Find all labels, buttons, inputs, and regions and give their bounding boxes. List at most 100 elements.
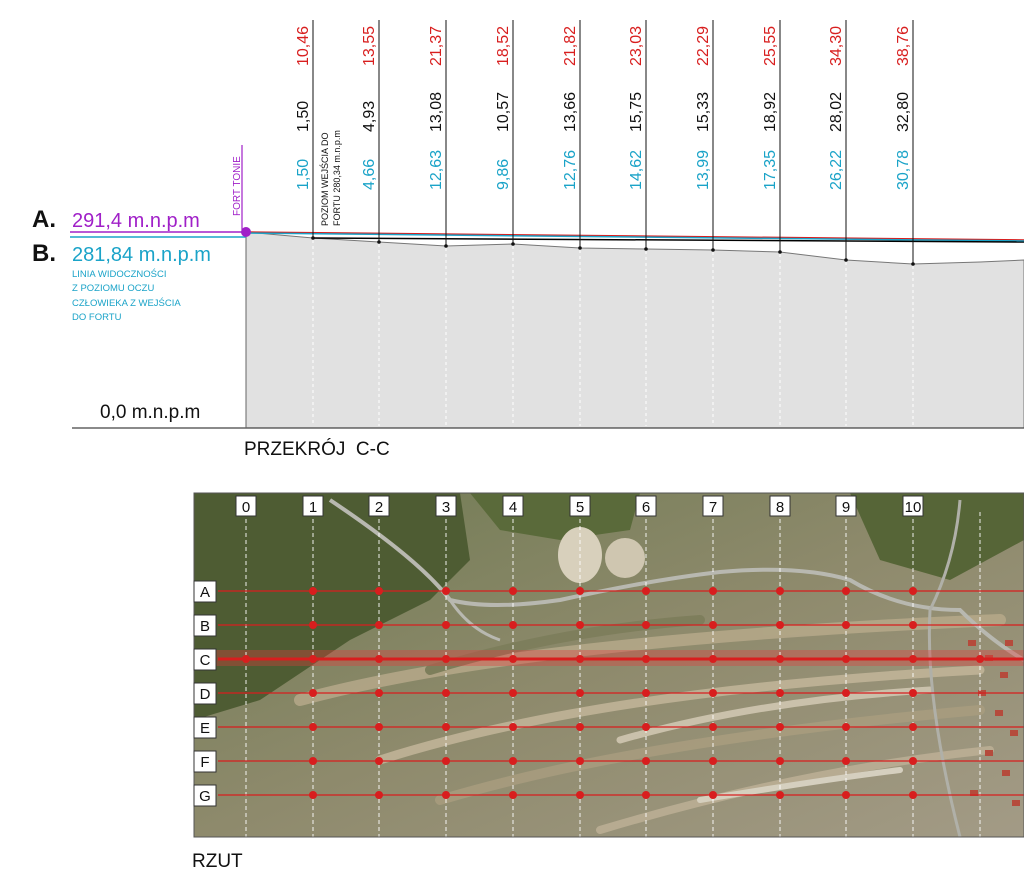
plan-point-D-5 [576, 689, 584, 697]
column-label-5: 5 [576, 499, 584, 516]
plan-point-B-9 [842, 621, 850, 629]
quarry-spot-2 [605, 538, 645, 578]
row-label-F: F [200, 754, 209, 771]
plan-point-F-9 [842, 757, 850, 765]
plan-point-E-9 [842, 723, 850, 731]
column-label-box-5 [569, 495, 591, 517]
level-a-value: 291,4 m.n.p.m [72, 210, 200, 232]
plan-point-D-8 [776, 689, 784, 697]
plan-point-A-4 [509, 587, 517, 595]
station-3-blue-value: 12,63 [428, 150, 445, 190]
plan-point-F-5 [576, 757, 584, 765]
plan-point-B-5 [576, 621, 584, 629]
plan-point-F-2 [375, 757, 383, 765]
plan-point-B-10 [909, 621, 917, 629]
station-4-blue-value: 9,86 [495, 159, 512, 190]
entry-note-line-1: POZIOM WEJŚCIA DO [319, 132, 330, 226]
station-3-red-value: 21,37 [428, 26, 445, 66]
station-ground-point-5 [578, 246, 582, 250]
plan-point-G-5 [576, 791, 584, 799]
station-2-blue-value: 4,66 [361, 159, 378, 190]
station-4-black-value: 10,57 [495, 92, 512, 132]
plan-point-A-10 [909, 587, 917, 595]
station-10-blue-value: 30,78 [895, 150, 912, 190]
plan-point-B-1 [309, 621, 317, 629]
column-label-4: 4 [509, 499, 517, 516]
plan-point-E-5 [576, 723, 584, 731]
station-9-black-value: 28,02 [828, 92, 845, 132]
column-label-8: 8 [776, 499, 784, 516]
station-ground-point-9 [844, 258, 848, 262]
column-label-6: 6 [642, 499, 650, 516]
plan-point-A-3 [442, 587, 450, 595]
plan-point-G-2 [375, 791, 383, 799]
station-5-black-value: 13,66 [562, 92, 579, 132]
station-6-red-value: 23,03 [628, 26, 645, 66]
station-ground-point-4 [511, 242, 515, 246]
row-label-box-D [193, 682, 217, 705]
plan-grid [218, 512, 1024, 837]
plan-point-A-6 [642, 587, 650, 595]
plan-point-A-8 [776, 587, 784, 595]
row-label-box-C [193, 648, 217, 671]
station-7-red-value: 22,29 [695, 26, 712, 66]
row-label-box-B [193, 614, 217, 637]
station-1-blue-value: 1,50 [295, 159, 312, 190]
plan-point-G-8 [776, 791, 784, 799]
plan-point-B-4 [509, 621, 517, 629]
station-7-black-value: 15,33 [695, 92, 712, 132]
plan-point-D-2 [375, 689, 383, 697]
plan-point-E-10 [909, 723, 917, 731]
plan-point-D-4 [509, 689, 517, 697]
plan-point-B-7 [709, 621, 717, 629]
station-7-blue-value: 13,99 [695, 150, 712, 190]
station-ground-point-7 [711, 248, 715, 252]
plan-point-C-0 [242, 655, 250, 663]
column-label-box-6 [635, 495, 657, 517]
plan-point-G-4 [509, 791, 517, 799]
plan-point-G-6 [642, 791, 650, 799]
station-6-blue-value: 14,62 [628, 150, 645, 190]
plan-point-E-6 [642, 723, 650, 731]
plan-point-F-1 [309, 757, 317, 765]
row-label-E: E [200, 720, 210, 737]
station-1-red-value: 10,46 [295, 26, 312, 66]
plan-point-G-10 [909, 791, 917, 799]
station-8-red-value: 25,55 [762, 26, 779, 66]
level-b-value: 281,84 m.n.p.m [72, 244, 211, 266]
station-ground-point-2 [377, 240, 381, 244]
column-label-box-10 [902, 495, 924, 517]
plan-point-D-7 [709, 689, 717, 697]
sight-note-line-2: Z POZIOMU OCZU [72, 283, 154, 294]
plan-point-D-3 [442, 689, 450, 697]
row-label-C: C [200, 652, 211, 669]
plan-point-B-8 [776, 621, 784, 629]
row-label-box-F [193, 750, 217, 773]
plan-point-D-1 [309, 689, 317, 697]
entry-note: POZIOM WEJŚCIA DO FORTU 280,34 m.n.p.m [319, 130, 342, 226]
row-label-box-A [193, 580, 217, 603]
row-label-B: B [200, 618, 210, 635]
road [328, 498, 1024, 662]
level-a-line [245, 231, 1024, 241]
column-label-9: 9 [842, 499, 850, 516]
sight-note-line-1: LINIA WIDOCZNOŚCI [72, 268, 166, 280]
plan-point-D-6 [642, 689, 650, 697]
column-label-7: 7 [709, 499, 717, 516]
column-label-box-8 [769, 495, 791, 517]
plan-point-G-3 [442, 791, 450, 799]
plan-point-G-7 [709, 791, 717, 799]
section-title: PRZEKRÓJ C-C [244, 438, 390, 460]
fort-point-marker [241, 227, 251, 237]
station-8-black-value: 18,92 [762, 92, 779, 132]
station-5-red-value: 21,82 [562, 26, 579, 66]
column-label-box-1 [302, 495, 324, 517]
station-3-black-value: 13,08 [428, 92, 445, 132]
plan-point-E-2 [375, 723, 383, 731]
plan-point-C-1 [309, 655, 317, 663]
row-label-G: G [199, 788, 211, 805]
plan-point-C-2 [375, 655, 383, 663]
plan-title: RZUT [192, 851, 243, 872]
plan-point-C-4 [509, 655, 517, 663]
